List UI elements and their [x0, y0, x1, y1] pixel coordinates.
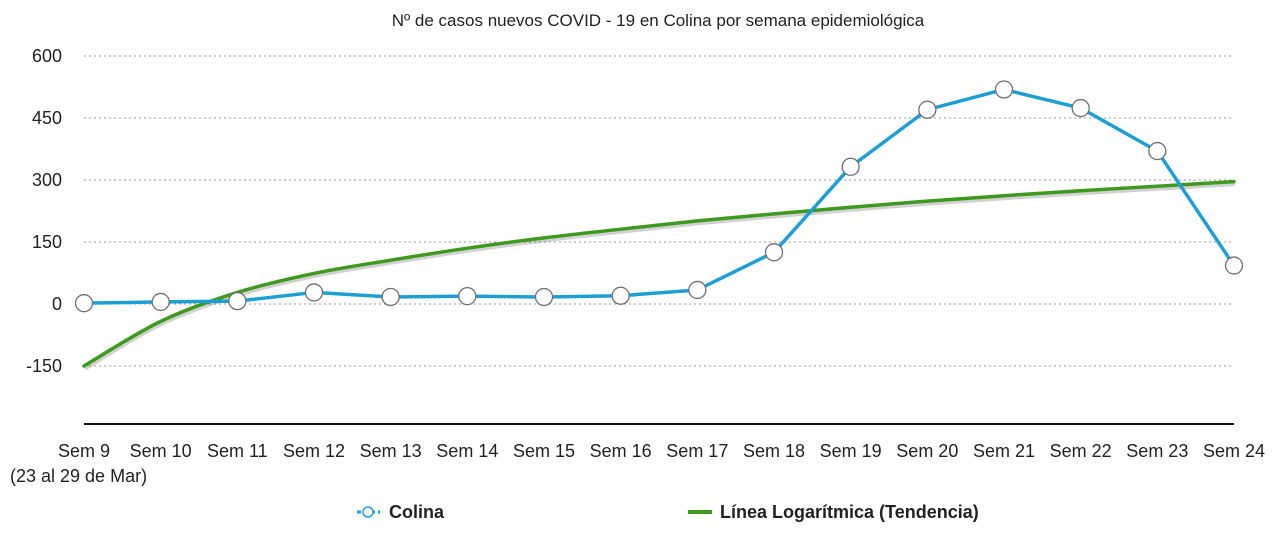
- data-point-colina: [228, 291, 247, 311]
- y-tick-label: 450: [32, 108, 62, 128]
- data-point-colina: [918, 100, 937, 119]
- x-tick-label: Sem 15: [513, 441, 575, 461]
- legend-marker-colina: [362, 506, 374, 518]
- data-point-colina: [1224, 256, 1244, 275]
- data-point-colina: [1071, 98, 1090, 118]
- x-tick-label: Sem 14: [436, 441, 498, 461]
- chart-title: Nº de casos nuevos COVID - 19 en Colina …: [392, 11, 925, 30]
- data-point-colina: [381, 287, 400, 307]
- x-tick-label: Sem 16: [590, 441, 652, 461]
- x-tick-label: Sem 22: [1050, 441, 1112, 461]
- x-tick-label: Sem 9: [58, 441, 110, 461]
- data-point-colina: [151, 292, 170, 312]
- data-point-colina: [1148, 141, 1167, 161]
- y-tick-label: 300: [32, 170, 62, 190]
- x-tick-label: Sem 20: [896, 441, 958, 461]
- legend: Colina Línea Logarítmica (Tendencia): [357, 502, 979, 522]
- data-point-colina: [841, 157, 860, 176]
- trendline-shadow: [83, 182, 1236, 371]
- data-point-colina: [74, 294, 94, 313]
- x-tick-label: Sem 13: [360, 441, 422, 461]
- x-tick-label: Sem 12: [283, 441, 345, 461]
- x-tick-label: Sem 17: [666, 441, 728, 461]
- data-point-colina: [688, 280, 707, 300]
- y-tick-label: -150: [26, 356, 62, 376]
- data-point-colina: [994, 80, 1014, 99]
- y-axis-ticks: 600 450 300 150 0 -150: [26, 46, 62, 376]
- legend-label-colina: Colina: [389, 502, 445, 522]
- x-tick-label: Sem 21: [973, 441, 1035, 461]
- legend-label-trend: Línea Logarítmica (Tendencia): [720, 502, 979, 522]
- x-tick-label: Sem 18: [743, 441, 805, 461]
- x-tick-note: (23 al 29 de Mar): [10, 466, 147, 486]
- data-point-colina: [534, 287, 554, 307]
- y-tick-label: 0: [52, 294, 62, 314]
- data-point-colina: [611, 286, 630, 305]
- y-tick-label: 600: [32, 46, 62, 66]
- legend-item-trend: Línea Logarítmica (Tendencia): [688, 502, 979, 522]
- data-point-colina: [764, 243, 784, 262]
- x-tick-label: Sem 19: [820, 441, 882, 461]
- legend-item-colina: Colina: [357, 502, 445, 522]
- x-tick-label: Sem 10: [130, 441, 192, 461]
- series-layer: [74, 80, 1244, 371]
- data-point-colina: [458, 286, 477, 306]
- gridlines: [84, 55, 1234, 367]
- x-tick-label: Sem 24: [1203, 441, 1265, 461]
- series-line-trend: [82, 179, 1236, 368]
- x-tick-label: Sem 11: [207, 441, 268, 461]
- series-line-colina: [83, 87, 1236, 305]
- x-tick-label: Sem 23: [1126, 441, 1188, 461]
- data-point-colina: [304, 283, 324, 302]
- x-axis-ticks: Sem 9 Sem 10 Sem 11 Sem 12 Sem 13 Sem 14 Sem 1…: [58, 441, 1265, 461]
- y-tick-label: 150: [32, 232, 62, 252]
